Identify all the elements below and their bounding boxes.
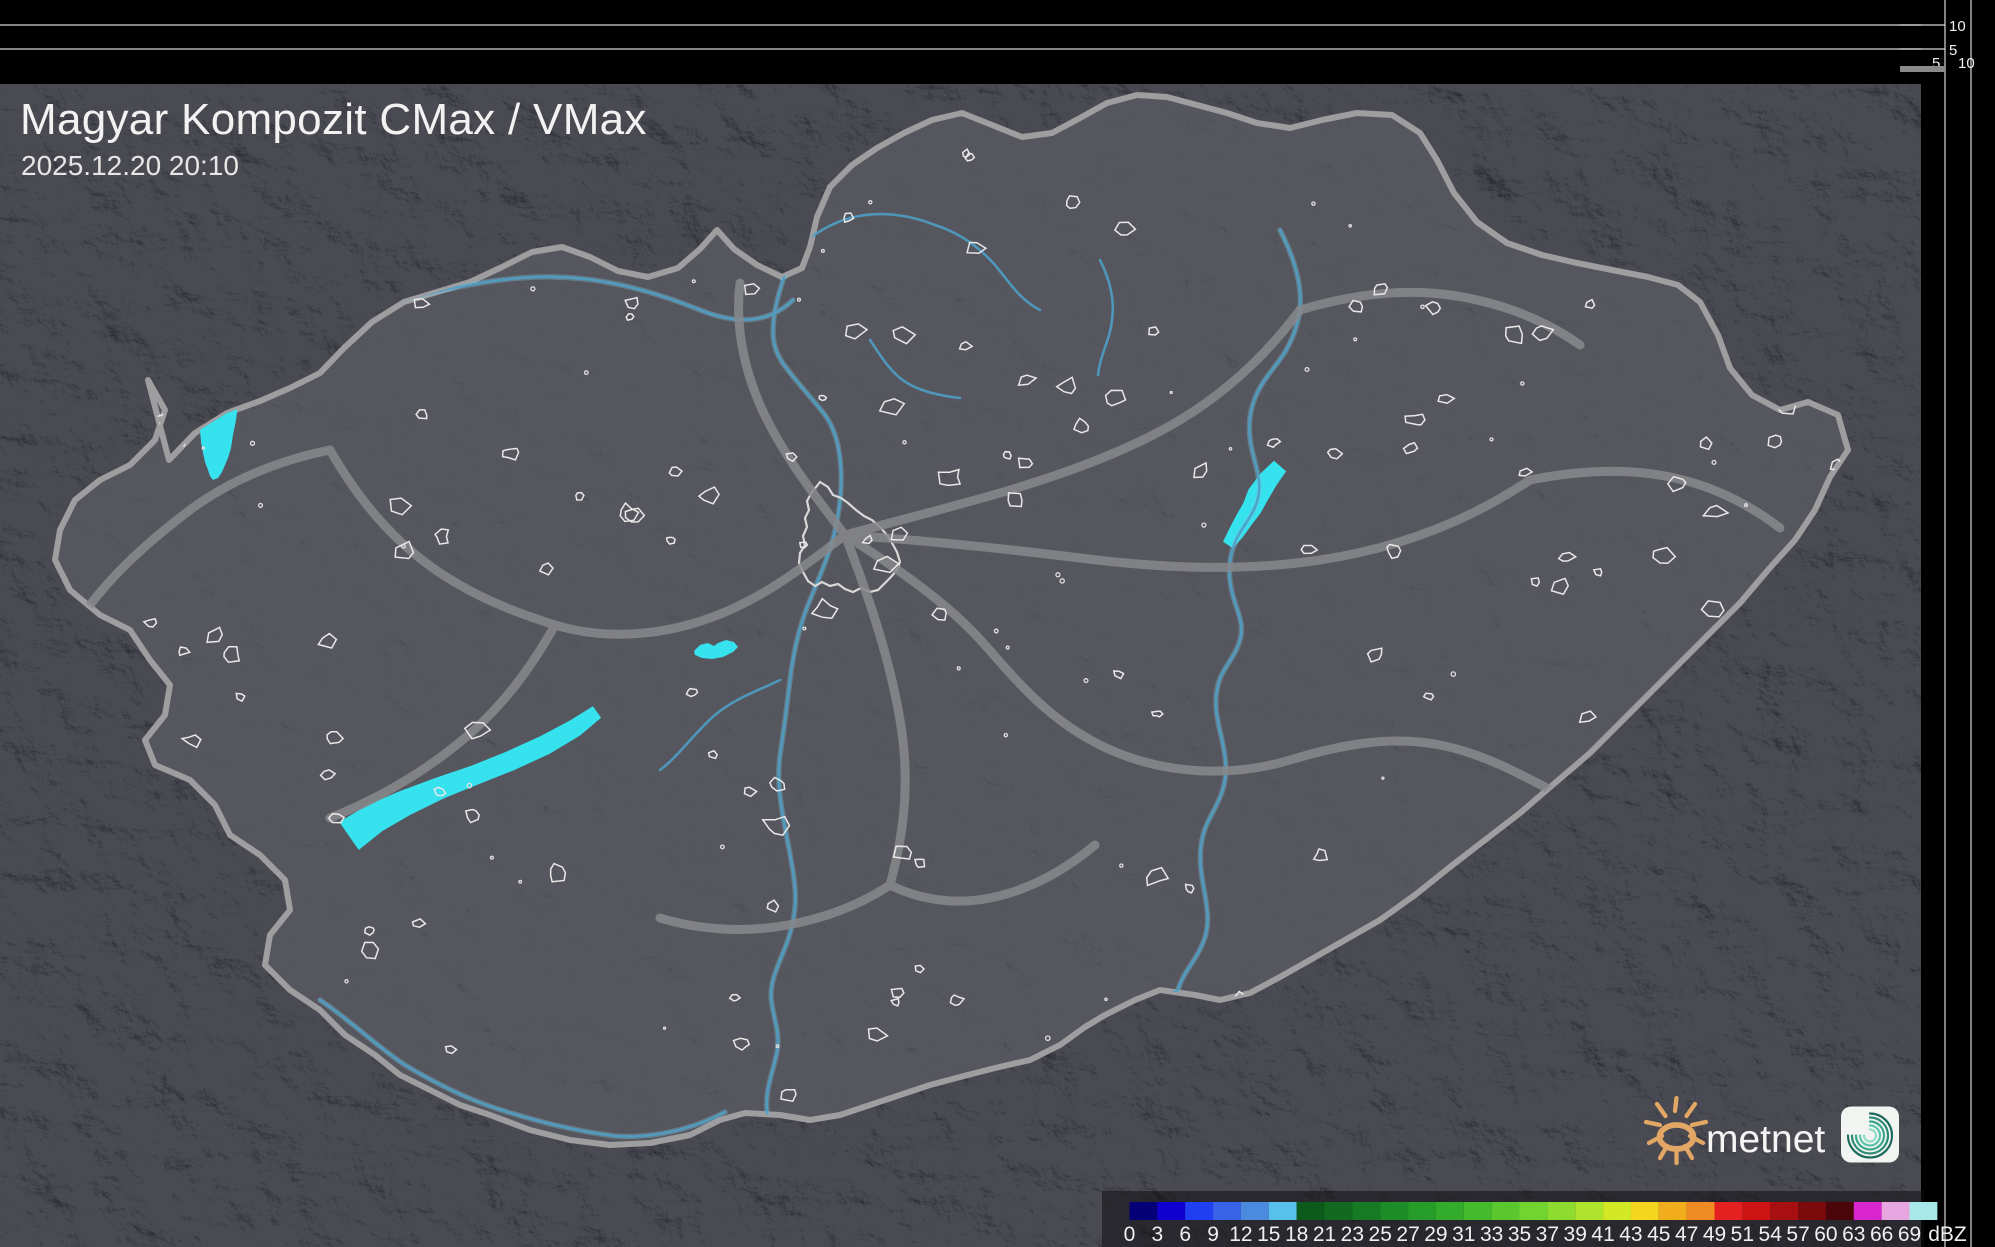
svg-text:27: 27	[1396, 1223, 1419, 1246]
svg-text:31: 31	[1452, 1223, 1475, 1246]
svg-text:66: 66	[1870, 1223, 1893, 1246]
svg-text:3: 3	[1152, 1223, 1164, 1246]
svg-text:49: 49	[1703, 1223, 1726, 1246]
svg-text:51: 51	[1731, 1223, 1754, 1246]
svg-text:45: 45	[1647, 1223, 1670, 1246]
svg-text:63: 63	[1842, 1223, 1865, 1246]
svg-text:43: 43	[1619, 1223, 1642, 1246]
svg-text:33: 33	[1480, 1223, 1503, 1246]
svg-text:60: 60	[1814, 1223, 1837, 1246]
svg-text:18: 18	[1285, 1223, 1308, 1246]
svg-text:dBZ: dBZ	[1928, 1223, 1967, 1246]
svg-text:12: 12	[1229, 1223, 1252, 1246]
svg-text:5: 5	[1949, 42, 1957, 59]
svg-text:39: 39	[1564, 1223, 1587, 1246]
svg-text:37: 37	[1536, 1223, 1559, 1246]
svg-text:35: 35	[1508, 1223, 1531, 1246]
svg-text:9: 9	[1207, 1223, 1219, 1246]
svg-text:69: 69	[1898, 1223, 1921, 1246]
svg-text:10: 10	[1958, 55, 1975, 72]
svg-text:0: 0	[1124, 1223, 1136, 1246]
svg-text:29: 29	[1424, 1223, 1447, 1246]
svg-text:6: 6	[1179, 1223, 1191, 1246]
svg-text:21: 21	[1313, 1223, 1336, 1246]
svg-text:25: 25	[1369, 1223, 1392, 1246]
svg-text:57: 57	[1786, 1223, 1809, 1246]
svg-text:10: 10	[1949, 18, 1966, 35]
svg-text:15: 15	[1257, 1223, 1280, 1246]
svg-text:47: 47	[1675, 1223, 1698, 1246]
svg-text:54: 54	[1759, 1223, 1783, 1246]
svg-text:41: 41	[1591, 1223, 1614, 1246]
svg-text:23: 23	[1341, 1223, 1364, 1246]
svg-text:metnet: metnet	[1706, 1118, 1825, 1161]
